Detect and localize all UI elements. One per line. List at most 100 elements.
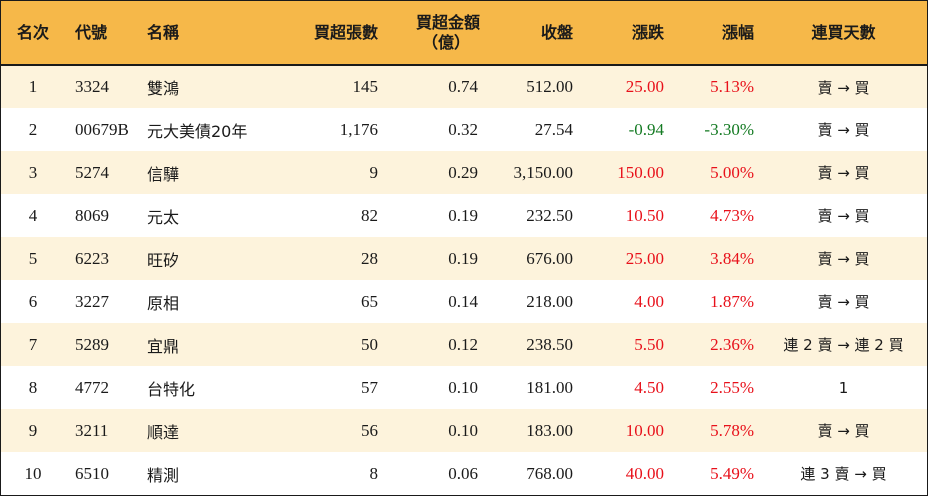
cell-change: 25.00	[625, 77, 664, 96]
table-row: 6 3227 原相 65 0.14 218.00 4.00 1.87% 賣 → 買	[1, 280, 927, 323]
cell-consecutive-days: 連 2 賣 → 連 2 買	[783, 336, 904, 354]
cell-change-pct: 5.00%	[710, 162, 754, 182]
cell-change-pct: 4.73%	[710, 205, 754, 225]
cell-rank: 6	[28, 291, 38, 311]
cell-consecutive-days: 賣 → 買	[817, 78, 870, 97]
header-net-amount: 買超金額 （億）	[384, 1, 484, 66]
table-row: 9 3211 順達 56 0.10 183.00 10.00 5.78% 賣 → 買	[1, 409, 927, 452]
cell-change: 40.00	[625, 463, 664, 483]
table-row: 2 00679B 元大美債20年 1,176 0.32 27.54 -0.94 -3.30% 賣…	[1, 108, 927, 151]
cell-code: 3227	[75, 291, 109, 311]
header-change: 漲跌	[579, 1, 670, 66]
cell-change-pct: 5.78%	[710, 420, 754, 440]
cell-code: 00679B	[75, 119, 129, 139]
cell-rank: 1	[28, 77, 38, 96]
cell-change-pct: 5.13%	[710, 77, 754, 96]
cell-net-lots: 1,176	[339, 119, 378, 139]
cell-name: 旺矽	[147, 250, 180, 270]
cell-name: 雙鴻	[147, 79, 180, 98]
cell-name: 精測	[147, 465, 180, 485]
cell-net-amount: 0.12	[448, 334, 478, 354]
cell-close: 232.50	[526, 205, 573, 225]
table-row: 5 6223 旺矽 28 0.19 676.00 25.00 3.84% 賣 → 買	[1, 237, 927, 280]
cell-rank: 5	[28, 248, 38, 268]
cell-net-amount: 0.19	[448, 205, 478, 225]
table-row: 8 4772 台特化 57 0.10 181.00 4.50 2.55% 1	[1, 366, 927, 409]
header-rank: 名次	[1, 1, 65, 66]
header-row: 名次 代號 名稱 買超張數 買超金額 （億） 收盤 漲跌 漲幅 連買天數	[1, 1, 927, 66]
cell-rank: 2	[28, 119, 38, 139]
cell-change-pct: -3.30%	[704, 119, 754, 139]
cell-net-lots: 28	[361, 248, 378, 268]
header-net-lots: 買超張數	[282, 1, 384, 66]
cell-name: 順達	[147, 422, 180, 442]
header-change-pct: 漲幅	[670, 1, 760, 66]
cell-change: 5.50	[634, 334, 664, 354]
cell-net-lots: 8	[369, 463, 379, 483]
cell-close: 512.00	[526, 77, 573, 96]
cell-change-pct: 2.55%	[710, 377, 754, 397]
cell-code: 5289	[75, 334, 109, 354]
cell-net-amount: 0.19	[448, 248, 478, 268]
header-net-amount-line2: （億）	[421, 32, 470, 52]
cell-consecutive-days: 賣 → 買	[817, 207, 870, 225]
cell-net-amount: 0.14	[448, 291, 478, 311]
cell-net-lots: 50	[361, 334, 378, 354]
cell-change-pct: 3.84%	[710, 248, 754, 268]
cell-net-amount: 0.32	[448, 119, 478, 139]
cell-change: 4.50	[634, 377, 664, 397]
cell-code: 4772	[75, 377, 109, 397]
table-row: 3 5274 信驊 9 0.29 3,150.00 150.00 5.00% 賣 → 買	[1, 151, 927, 194]
cell-net-lots: 57	[361, 377, 378, 397]
cell-consecutive-days: 賣 → 買	[817, 293, 870, 311]
cell-change: 10.00	[625, 420, 664, 440]
cell-close: 3,150.00	[513, 162, 574, 182]
cell-change-pct: 5.49%	[710, 463, 754, 483]
cell-code: 6223	[75, 248, 109, 268]
cell-name: 宜鼎	[147, 336, 180, 356]
cell-consecutive-days: 賣 → 買	[817, 250, 870, 268]
header-close: 收盤	[484, 1, 579, 66]
cell-change-pct: 2.36%	[710, 334, 754, 354]
cell-close: 218.00	[526, 291, 573, 311]
table-header: 名次 代號 名稱 買超張數 買超金額 （億） 收盤 漲跌 漲幅 連買天數	[1, 1, 927, 66]
cell-change: 4.00	[634, 291, 664, 311]
table-row: 1 3324 雙鴻 145 0.74 512.00 25.00 5.13% 賣 → 買	[1, 65, 927, 108]
cell-net-lots: 82	[361, 205, 378, 225]
header-consecutive-days: 連買天數	[760, 1, 927, 66]
cell-code: 5274	[75, 162, 109, 182]
cell-net-lots: 65	[361, 291, 378, 311]
cell-close: 676.00	[526, 248, 573, 268]
cell-change: 10.50	[625, 205, 664, 225]
cell-close: 238.50	[526, 334, 573, 354]
cell-code: 6510	[75, 463, 109, 483]
cell-consecutive-days: 賣 → 買	[817, 121, 870, 139]
cell-rank: 9	[28, 420, 38, 440]
cell-net-amount: 0.74	[448, 77, 478, 96]
cell-rank: 8	[28, 377, 38, 397]
cell-consecutive-days: 1	[838, 378, 849, 397]
header-net-amount-line1: 買超金額	[415, 12, 480, 32]
cell-net-amount: 0.10	[448, 420, 478, 440]
cell-rank: 3	[28, 162, 38, 182]
cell-code: 3211	[75, 420, 109, 440]
cell-code: 3324	[75, 77, 109, 96]
cell-net-amount: 0.06	[448, 463, 478, 483]
cell-code: 8069	[75, 205, 109, 225]
cell-change: 150.00	[617, 162, 664, 182]
cell-name: 元太	[147, 207, 180, 227]
cell-name: 信驊	[147, 164, 180, 184]
table-row: 10 6510 精測 8 0.06 768.00 40.00 5.49% 連 3 賣 → 買	[1, 452, 927, 495]
header-code: 代號	[65, 1, 145, 66]
cell-consecutive-days: 賣 → 買	[817, 422, 870, 440]
cell-close: 181.00	[526, 377, 573, 397]
cell-net-lots: 56	[361, 420, 378, 440]
cell-name: 原相	[147, 293, 180, 313]
cell-net-amount: 0.10	[448, 377, 478, 397]
cell-rank: 10	[24, 463, 42, 483]
cell-close: 768.00	[526, 463, 573, 483]
cell-rank: 4	[28, 205, 38, 225]
cell-name: 元大美債20年	[147, 121, 248, 141]
